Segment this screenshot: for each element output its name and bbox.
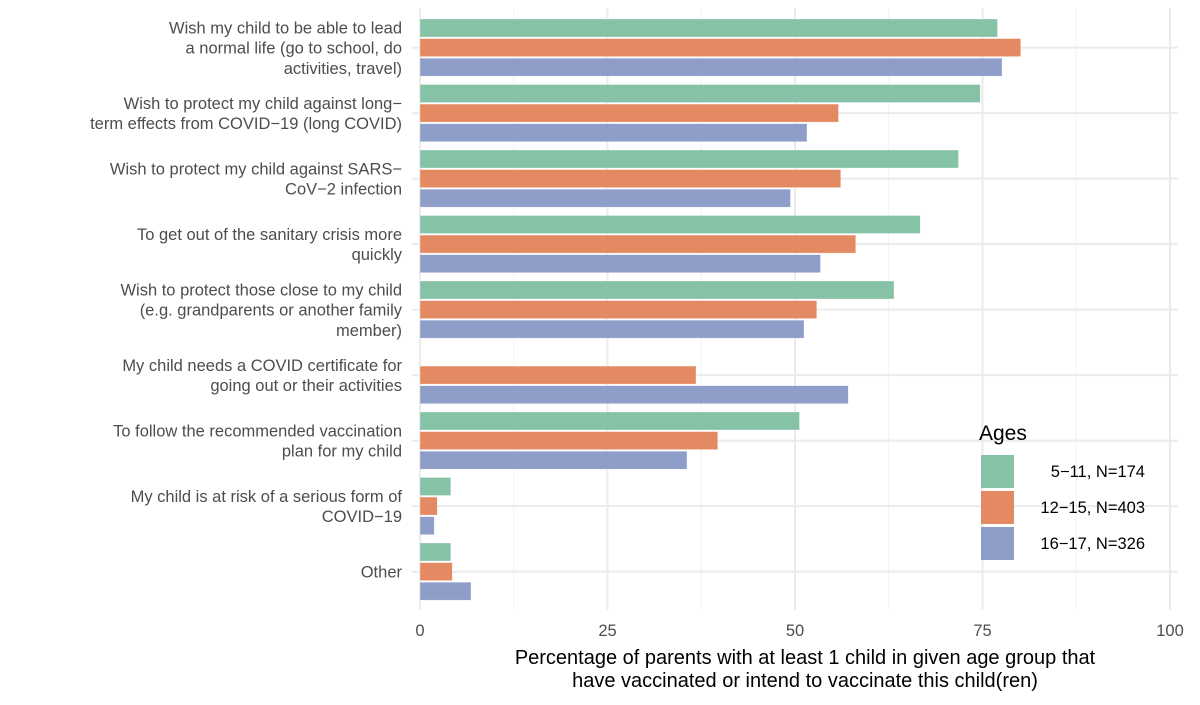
category-label-line: Other <box>361 564 403 582</box>
bar <box>419 385 849 405</box>
bar <box>419 169 842 188</box>
category-label-line: CoV−2 infection <box>285 181 402 199</box>
legend-swatch <box>981 527 1014 560</box>
category-label-line: Wish to protect my child against SARS− <box>110 161 402 179</box>
category-label-line: COVID−19 <box>322 508 402 526</box>
legend: Ages 5−11, N=174 12−15, N=403 16−17, N=326 <box>979 422 1145 560</box>
x-tick-label: 100 <box>1156 622 1184 640</box>
category-label-line: plan for my child <box>282 443 402 461</box>
category-label-line: Wish my child to be able to lead <box>169 19 402 37</box>
category-label-line: going out or their activities <box>210 377 402 395</box>
x-axis-title: Percentage of parents with at least 1 ch… <box>515 647 1096 692</box>
bar <box>419 234 857 254</box>
bar <box>419 562 453 581</box>
bars <box>419 18 1022 601</box>
bar <box>419 254 821 273</box>
category-label: My child needs a COVID certificate for go… <box>122 357 402 395</box>
category-label: Wish my child to be able to lead a normal… <box>169 19 402 77</box>
legend-label: 5−11, N=174 <box>1051 463 1145 481</box>
bar <box>419 411 800 431</box>
bar <box>419 38 1022 57</box>
x-tick-label: 25 <box>598 622 616 640</box>
legend-label: 12−15, N=403 <box>1040 499 1145 517</box>
category-label-line: Wish to protect my child against long− <box>124 95 402 113</box>
bar <box>419 477 452 496</box>
category-label-line: To follow the recommended vaccination <box>113 423 402 441</box>
bar <box>419 300 818 319</box>
category-label: To get out of the sanitary crisis more qu… <box>137 226 403 264</box>
category-labels: Wish my child to be able to lead a normal… <box>90 19 403 581</box>
category-label-line: To get out of the sanitary crisis more <box>137 226 402 244</box>
x-tick-label: 50 <box>786 622 804 640</box>
bar <box>419 450 688 470</box>
bar <box>419 18 998 38</box>
bar <box>419 123 808 142</box>
bar <box>419 215 921 234</box>
bar <box>419 84 981 103</box>
category-label-line: Wish to protect those close to my child <box>120 281 402 299</box>
category-label-line: (e.g. grandparents or another family <box>140 302 403 320</box>
category-label: Other <box>361 564 403 582</box>
x-tick-label: 75 <box>973 622 991 640</box>
bar <box>419 581 472 601</box>
legend-swatch <box>981 491 1014 524</box>
x-axis-title-line: Percentage of parents with at least 1 ch… <box>515 647 1096 669</box>
bar <box>419 496 438 516</box>
bar <box>419 188 791 208</box>
x-axis-ticks: 0 25 50 75 100 <box>415 622 1183 640</box>
category-label: Wish to protect my child against SARS− Co… <box>110 161 402 199</box>
bar <box>419 542 452 562</box>
x-axis-title-line: have vaccinated or intend to vaccinate t… <box>572 670 1038 692</box>
category-label-line: member) <box>336 322 402 340</box>
bar <box>419 280 895 300</box>
category-label: To follow the recommended vaccination pla… <box>113 423 402 461</box>
legend-swatch <box>981 455 1014 488</box>
bar <box>419 149 959 169</box>
category-label: Wish to protect those close to my child (… <box>120 281 402 339</box>
category-label-line: a normal life (go to school, do <box>186 40 402 58</box>
category-label-line: activities, travel) <box>284 60 402 78</box>
legend-title: Ages <box>979 422 1027 445</box>
category-label: My child is at risk of a serious form of… <box>131 488 403 526</box>
bar <box>419 103 839 123</box>
bar <box>419 319 805 339</box>
bar <box>419 365 697 385</box>
x-tick-label: 0 <box>415 622 424 640</box>
bar <box>419 431 719 450</box>
legend-label: 16−17, N=326 <box>1040 535 1145 553</box>
category-label-line: quickly <box>352 246 403 264</box>
bar <box>419 57 1003 77</box>
category-label: Wish to protect my child against long− te… <box>90 95 402 133</box>
category-label-line: My child is at risk of a serious form of <box>131 488 403 506</box>
bar <box>419 516 435 536</box>
category-label-line: term effects from COVID−19 (long COVID) <box>90 115 402 133</box>
category-label-line: My child needs a COVID certificate for <box>122 357 402 375</box>
